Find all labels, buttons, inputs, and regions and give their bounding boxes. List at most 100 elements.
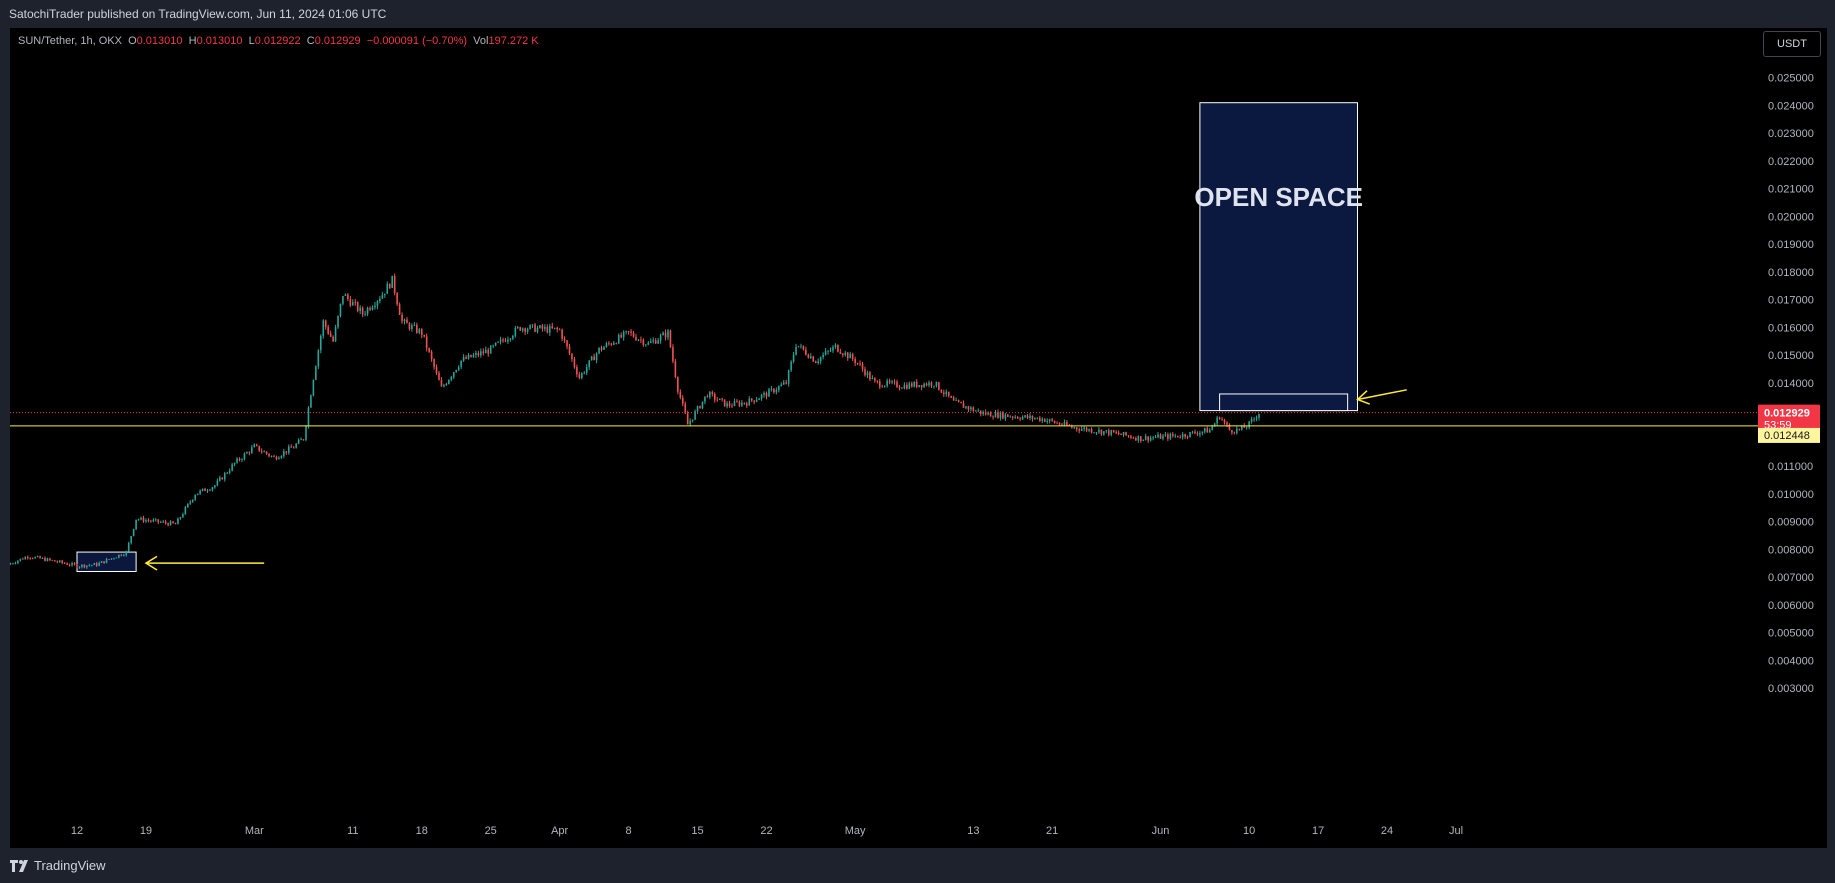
candle-body bbox=[39, 556, 41, 559]
candle-body bbox=[521, 328, 524, 331]
candle-body bbox=[908, 383, 911, 389]
candle-body bbox=[600, 347, 603, 350]
candle-body bbox=[1218, 417, 1221, 420]
price-axis: 0.003000 0.004000 0.005000 0.006000 0.007000… bbox=[1768, 45, 1814, 695]
candle-body bbox=[1041, 418, 1044, 421]
candle-body bbox=[233, 462, 236, 465]
candle-body bbox=[465, 357, 467, 359]
annotation-arrow-head bbox=[1356, 390, 1370, 405]
y-tick-label: 0.003000 bbox=[1768, 683, 1814, 695]
footer-bar: TradingView bbox=[0, 848, 1835, 883]
candle-body bbox=[647, 342, 650, 345]
candle-body bbox=[95, 563, 98, 566]
candle-body bbox=[76, 564, 78, 568]
x-tick-label: 25 bbox=[485, 825, 497, 837]
candle-body bbox=[332, 336, 334, 342]
currency-button[interactable]: USDT bbox=[1763, 31, 1821, 57]
candle-body bbox=[536, 327, 539, 332]
candle-body bbox=[1034, 418, 1036, 420]
candle-body bbox=[174, 523, 177, 525]
candle-body bbox=[1125, 432, 1127, 436]
candle-body bbox=[317, 350, 320, 367]
candle-body bbox=[615, 343, 618, 344]
x-tick-label: 24 bbox=[1381, 825, 1393, 837]
candle-body bbox=[1233, 432, 1236, 434]
candle-body bbox=[1051, 419, 1053, 421]
candle-body bbox=[440, 380, 443, 387]
candle-body bbox=[566, 340, 568, 347]
annotation-box[interactable] bbox=[1199, 102, 1359, 412]
candle-body bbox=[790, 361, 792, 371]
candle-body bbox=[305, 425, 307, 440]
candle-body bbox=[61, 560, 64, 563]
candle-body bbox=[896, 381, 898, 388]
candle-body bbox=[696, 406, 699, 412]
y-tick-label: 0.017000 bbox=[1768, 295, 1814, 307]
candle-body bbox=[654, 340, 657, 344]
candle-body bbox=[268, 453, 270, 457]
candle-body bbox=[337, 315, 339, 328]
annotation-box[interactable] bbox=[1219, 393, 1349, 412]
candle-body bbox=[731, 405, 733, 407]
candle-body bbox=[275, 456, 278, 460]
candle-body bbox=[672, 347, 674, 362]
candle-body bbox=[413, 325, 416, 326]
candle-body bbox=[204, 488, 206, 492]
candle-body bbox=[1014, 416, 1017, 418]
price-levels bbox=[10, 412, 1760, 427]
candle-body bbox=[928, 382, 930, 386]
candle-body bbox=[1142, 439, 1145, 441]
candle-body bbox=[452, 372, 455, 377]
candle-body bbox=[539, 325, 541, 328]
tradingview-logo[interactable]: TradingView bbox=[10, 858, 106, 873]
y-tick-label: 0.006000 bbox=[1768, 600, 1814, 612]
candle-body bbox=[310, 395, 312, 408]
candle-body bbox=[167, 523, 169, 526]
candle-body bbox=[1174, 435, 1177, 437]
candle-body bbox=[322, 320, 325, 337]
time-axis: 12 19 Mar 11 18 25 Apr 8 15 22 May 13 21 Jun 10 17 24 Jul bbox=[71, 825, 1463, 837]
candle-body bbox=[356, 302, 359, 311]
candle-body bbox=[674, 361, 677, 378]
candle-body bbox=[196, 493, 199, 496]
candle-body bbox=[753, 400, 755, 402]
y-tick-label: 0.008000 bbox=[1768, 544, 1814, 556]
candle-body bbox=[253, 444, 256, 448]
candle-body bbox=[260, 450, 263, 452]
candle-body bbox=[73, 563, 76, 565]
candle-body bbox=[659, 335, 662, 341]
candle-body bbox=[398, 304, 401, 315]
symbol-label[interactable]: SUN/Tether, 1h, OKX bbox=[18, 35, 122, 47]
x-tick-label: 10 bbox=[1243, 825, 1255, 837]
annotation-arrow[interactable] bbox=[1357, 389, 1407, 401]
candle-body bbox=[472, 355, 475, 358]
candle-body bbox=[750, 398, 753, 401]
candle-body bbox=[925, 383, 928, 386]
candle-body bbox=[312, 379, 315, 396]
candle-body bbox=[918, 385, 920, 387]
candle-body bbox=[122, 555, 125, 556]
candle-body bbox=[31, 558, 34, 559]
candle-body bbox=[226, 472, 229, 474]
candle-body bbox=[182, 514, 184, 518]
candle-body bbox=[1154, 437, 1157, 439]
candle-body bbox=[620, 334, 623, 338]
candle-body bbox=[965, 406, 967, 408]
candle-body bbox=[1245, 427, 1248, 429]
candle-body bbox=[319, 336, 322, 351]
candle-body bbox=[765, 392, 768, 397]
candle-body bbox=[155, 519, 157, 521]
candle-body bbox=[36, 556, 39, 558]
candle-body bbox=[987, 412, 989, 415]
candle-body bbox=[315, 366, 317, 380]
y-tick-label: 0.005000 bbox=[1768, 628, 1814, 640]
candle-body bbox=[797, 346, 800, 348]
candle-body bbox=[189, 501, 192, 504]
candle-body bbox=[352, 302, 354, 306]
close-label: C bbox=[306, 35, 315, 47]
candle-body bbox=[433, 359, 435, 368]
candle-body bbox=[470, 354, 472, 358]
candle-body bbox=[1004, 414, 1007, 419]
candle-body bbox=[113, 558, 115, 560]
